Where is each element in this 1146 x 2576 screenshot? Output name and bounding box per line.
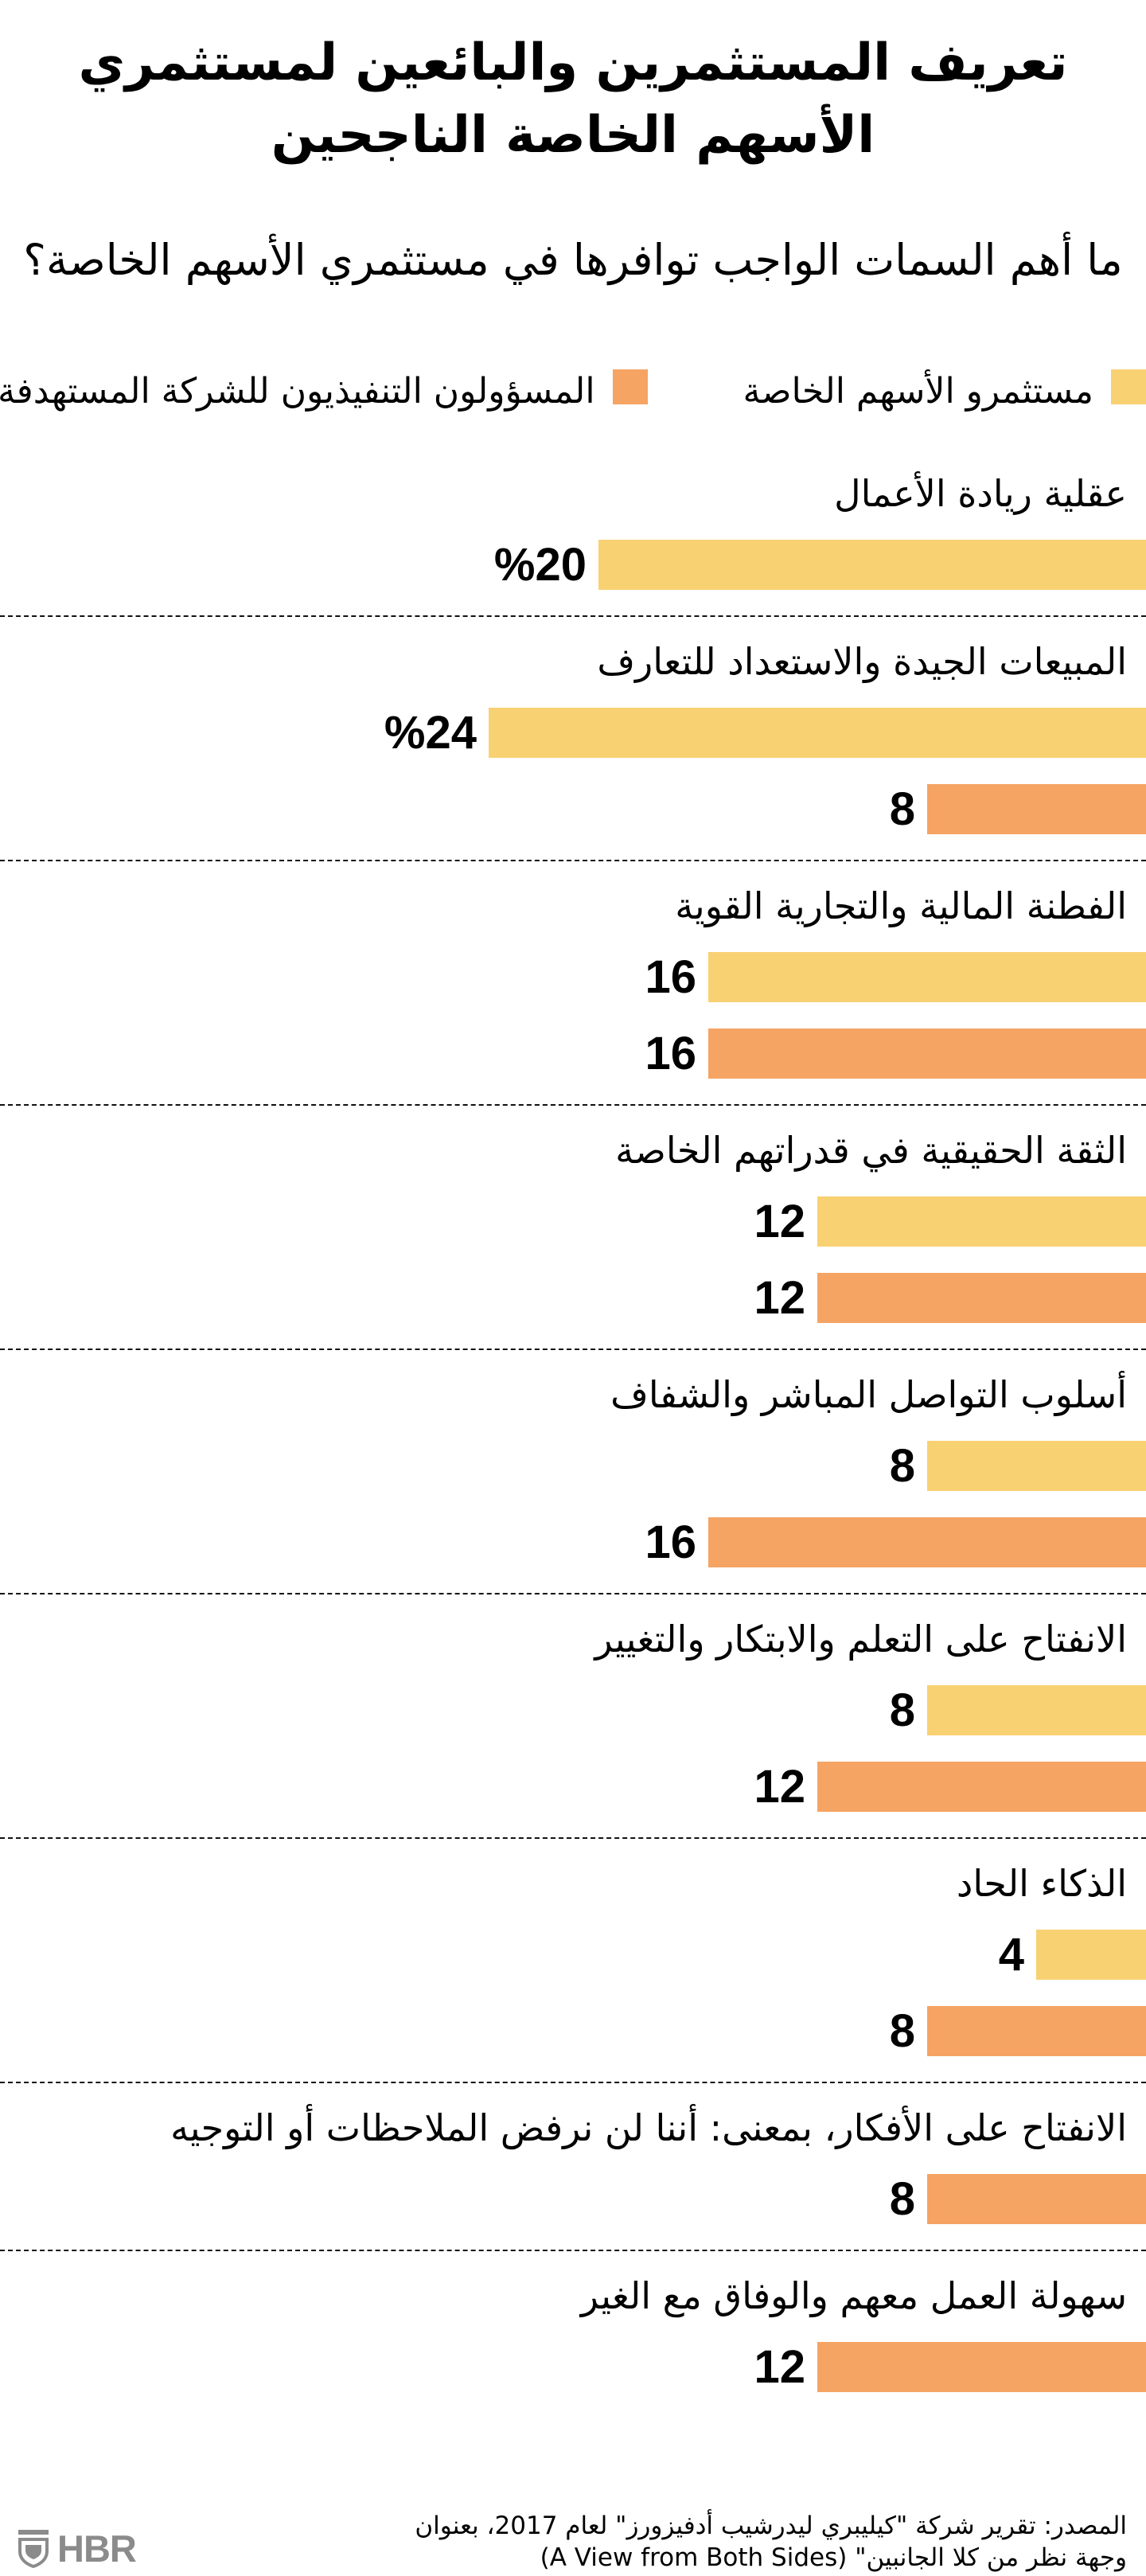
bar-value-label: 16 [645, 951, 696, 1003]
hbr-shield-icon [18, 2530, 49, 2568]
bar-line-investors: %20 [0, 540, 1146, 590]
category-label: الفطنة المالية والتجارية القوية [675, 884, 1127, 927]
chart-row: الانفتاح على الأفكار، بمعنى: أننا لن نرف… [0, 2083, 1146, 2251]
bar-investors [817, 1196, 1146, 1247]
chart-row: سهولة العمل معهم والوفاق مع الغير 12 [0, 2251, 1146, 2406]
bar-investors [489, 708, 1146, 758]
chart-row: المبيعات الجيدة والاستعداد للتعارف %24 8 [0, 617, 1146, 861]
category-label: المبيعات الجيدة والاستعداد للتعارف [597, 640, 1127, 683]
category-label: الذكاء الحاد [956, 1862, 1127, 1905]
legend-label-investors: مستثمرو الأسهم الخاصة [743, 371, 1093, 412]
bar-executives [817, 2342, 1146, 2392]
chart-row: الانفتاح على التعلم والابتكار والتغيير 8 1… [0, 1594, 1146, 1839]
category-label: سهولة العمل معهم والوفاق مع الغير [580, 2274, 1127, 2317]
page-title: تعريف المستثمرين والبائعين لمستثمري الأس… [32, 27, 1114, 172]
bar-line-investors: 16 [0, 952, 1146, 1002]
bar-investors [708, 952, 1146, 1002]
bar-value-label: 16 [645, 1516, 696, 1568]
chart-row: عقلية ريادة الأعمال %20 [0, 449, 1146, 617]
chart-row: أسلوب التواصل المباشر والشفاف 8 16 [0, 1350, 1146, 1594]
executives-swatch-icon [612, 369, 648, 404]
bar-line-executives: 8 [0, 2006, 1146, 2056]
bar-line-investors: 4 [0, 1930, 1146, 1980]
bar-line-executives: 16 [0, 1028, 1146, 1079]
bar-executives [927, 784, 1146, 834]
bar-investors [927, 1685, 1146, 1735]
bar-value-label: %24 [384, 707, 477, 759]
bar-executives [708, 1028, 1146, 1079]
bar-line-executives: 16 [0, 1517, 1146, 1567]
bar-value-label: %20 [493, 539, 587, 591]
chart-question-subtitle: ما أهم السمات الواجب توافرها في مستثمري … [23, 235, 1123, 285]
bar-line-executives: 12 [0, 1762, 1146, 1812]
bar-executives [708, 1517, 1146, 1567]
bar-value-label: 8 [889, 783, 915, 835]
bar-executives [817, 1273, 1146, 1323]
legend-item-executives: المسؤولون التنفيذيون للشركة المستهدفة [0, 369, 648, 414]
category-label: الثقة الحقيقية في قدراتهم الخاصة [615, 1129, 1127, 1172]
bar-line-investors: 8 [0, 1685, 1146, 1735]
bar-executives [817, 1762, 1146, 1812]
chart-rows: عقلية ريادة الأعمال %20 المبيعات الجيدة وا… [0, 449, 1146, 2406]
chart-row: الفطنة المالية والتجارية القوية 16 16 [0, 861, 1146, 1106]
category-label: الانفتاح على التعلم والابتكار والتغيير [594, 1618, 1127, 1661]
bar-value-label: 12 [754, 1196, 805, 1247]
bar-value-label: 12 [754, 2341, 805, 2393]
source-note: المصدر: تقرير شركة "كيليبري ليدرشيب أدفي… [0, 2510, 1146, 2574]
investors-swatch-icon [1111, 369, 1146, 404]
category-label: الانفتاح على الأفكار، بمعنى: أننا لن نرف… [170, 2106, 1127, 2149]
bar-value-label: 4 [998, 1929, 1024, 1981]
bar-value-label: 12 [754, 1761, 805, 1813]
bar-line-investors: 8 [0, 1441, 1146, 1491]
bar-line-investors: %24 [0, 708, 1146, 758]
chart-row: الثقة الحقيقية في قدراتهم الخاصة 12 12 [0, 1106, 1146, 1350]
bar-value-label: 8 [889, 2005, 915, 2057]
legend-item-investors: مستثمرو الأسهم الخاصة [743, 369, 1146, 414]
bar-executives [927, 2174, 1146, 2224]
bar-value-label: 16 [645, 1028, 696, 1079]
bar-investors [1036, 1930, 1146, 1980]
title-line-1: تعريف المستثمرين والبائعين لمستثمري [78, 33, 1068, 92]
bar-line-executives: 8 [0, 784, 1146, 834]
bar-line-executives: 8 [0, 2174, 1146, 2224]
bar-line-executives: 12 [0, 1273, 1146, 1323]
bar-value-label: 8 [889, 1684, 915, 1736]
source-line-1: المصدر: تقرير شركة "كيليبري ليدرشيب أدفي… [415, 2512, 1127, 2540]
bar-value-label: 12 [754, 1272, 805, 1324]
hbr-logo-text: HBR [57, 2527, 137, 2570]
legend-label-executives: المسؤولون التنفيذيون للشركة المستهدفة [0, 371, 595, 412]
bar-investors [598, 540, 1146, 590]
bar-value-label: 8 [889, 2173, 915, 2225]
category-label: عقلية ريادة الأعمال [834, 472, 1127, 515]
bar-line-executives: 12 [0, 2342, 1146, 2392]
source-line-2: وجهة نظر من كلا الجانبين" (A View from B… [540, 2543, 1127, 2572]
bar-line-investors: 12 [0, 1196, 1146, 1247]
chart-legend: مستثمرو الأسهم الخاصة المسؤولون التنفيذي… [0, 369, 1146, 414]
title-line-2: الأسهم الخاصة الناجحين [271, 106, 875, 165]
bar-executives [927, 2006, 1146, 2056]
category-label: أسلوب التواصل المباشر والشفاف [610, 1373, 1127, 1416]
chart-row: الذكاء الحاد 4 8 [0, 1839, 1146, 2083]
bar-value-label: 8 [889, 1440, 915, 1492]
bar-investors [927, 1441, 1146, 1491]
hbr-logo: HBR [18, 2527, 137, 2570]
